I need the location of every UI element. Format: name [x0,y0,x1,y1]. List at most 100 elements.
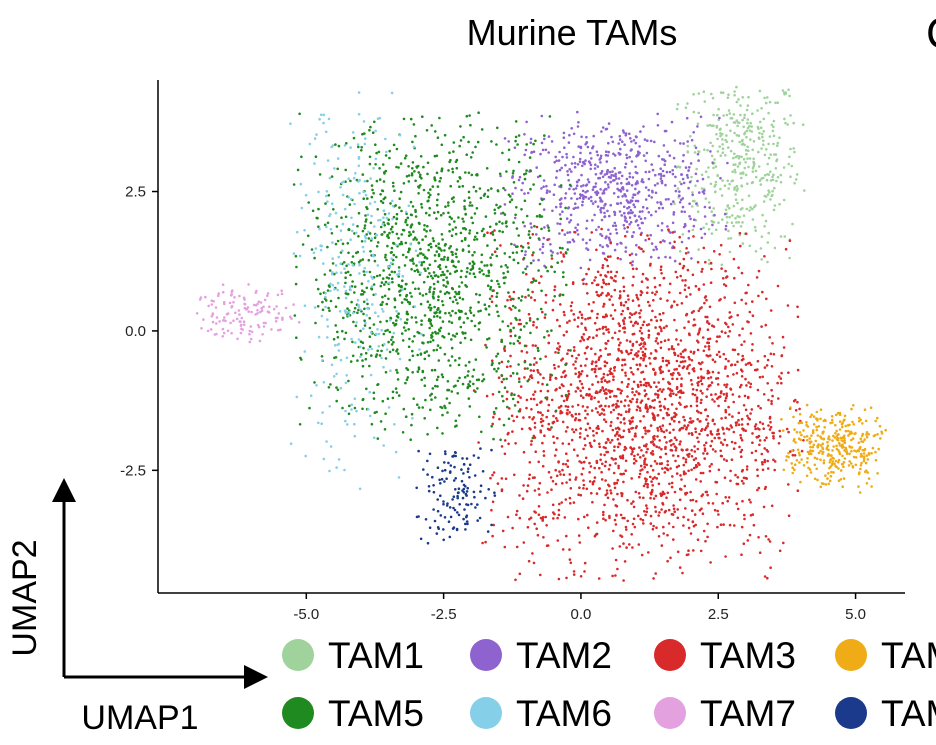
data-point-tam5 [447,201,450,204]
data-point-tam1 [707,201,711,204]
data-point-tam3 [608,380,611,383]
data-point-tam3 [586,405,589,409]
data-point-tam5 [475,173,479,176]
data-point-tam1 [686,144,690,148]
data-point-tam3 [740,479,744,483]
data-point-tam3 [756,488,759,492]
data-point-tam4 [805,474,809,478]
data-point-tam3 [643,459,646,462]
data-point-tam3 [580,472,584,476]
data-point-tam5 [390,343,394,346]
data-point-tam2 [636,191,640,195]
data-point-tam1 [696,122,700,126]
data-point-tam5 [431,339,435,342]
data-point-tam3 [724,496,727,499]
data-point-tam3 [603,464,607,468]
data-point-tam6 [321,411,324,414]
data-point-tam3 [784,247,788,251]
data-point-tam5 [344,292,348,295]
data-point-tam1 [711,96,715,100]
data-point-tam5 [343,337,346,341]
data-point-tam3 [724,276,728,279]
data-point-tam5 [385,319,389,323]
data-point-tam2 [542,185,545,188]
data-point-tam1 [726,179,729,183]
data-point-tam3 [591,500,594,504]
data-point-tam2 [555,169,559,173]
data-point-tam3 [651,399,654,403]
data-point-tam2 [586,189,589,193]
data-point-tam3 [742,404,746,407]
data-point-tam3 [642,484,646,488]
data-point-tam3 [582,282,585,286]
data-point-tam5 [464,312,468,316]
data-point-tam5 [478,293,482,297]
data-point-tam3 [671,231,675,234]
data-point-tam3 [642,426,646,430]
data-point-tam2 [696,152,700,156]
data-point-tam5 [370,195,374,199]
data-point-tam5 [326,289,330,292]
data-point-tam4 [827,482,830,486]
data-point-tam1 [746,126,750,130]
data-point-tam5 [397,312,400,316]
data-point-tam5 [432,239,436,243]
data-point-tam4 [836,461,840,464]
data-point-tam3 [608,369,611,373]
data-point-tam3 [552,441,556,445]
data-point-tam5 [459,125,462,128]
data-point-tam5 [421,238,424,241]
data-point-tam3 [689,499,692,502]
data-point-tam5 [417,406,421,409]
data-point-tam5 [314,321,317,325]
data-point-tam5 [476,387,479,390]
data-point-tam5 [523,344,527,348]
data-point-tam6 [335,466,338,469]
data-point-tam5 [401,253,405,257]
data-point-tam3 [574,478,577,481]
data-point-tam3 [659,455,662,459]
data-point-tam3 [662,416,665,420]
data-point-tam5 [431,387,435,390]
data-point-tam3 [688,452,691,456]
data-point-tam6 [313,137,317,140]
data-point-tam2 [661,206,665,210]
data-point-tam3 [590,491,593,495]
data-point-tam3 [726,374,729,378]
data-point-tam6 [359,355,362,359]
data-point-tam3 [585,487,589,491]
data-point-tam2 [553,161,556,164]
data-point-tam5 [461,382,465,386]
data-point-tam5 [505,377,508,381]
data-point-tam2 [570,127,573,130]
data-point-tam5 [376,241,380,244]
data-point-tam4 [819,449,822,453]
data-point-tam3 [569,502,572,505]
data-point-tam3 [609,241,612,245]
data-point-tam2 [703,232,707,236]
data-point-tam1 [741,118,744,122]
data-point-tam3 [667,387,670,390]
data-point-tam5 [316,287,320,291]
data-point-tam2 [647,188,650,192]
data-point-tam5 [318,173,322,176]
data-point-tam1 [753,225,757,229]
data-point-tam5 [497,206,500,210]
data-point-tam1 [714,165,718,168]
data-point-tam4 [864,419,868,423]
data-point-tam1 [691,191,694,194]
data-point-tam5 [385,276,389,279]
data-point-tam3 [620,389,623,393]
data-point-tam3 [665,363,669,367]
data-point-tam1 [754,204,757,207]
data-point-tam3 [655,462,659,465]
data-point-tam1 [735,221,738,224]
data-point-tam3 [623,445,627,449]
data-point-tam2 [599,154,603,158]
data-point-tam4 [827,472,830,475]
data-point-tam3 [578,418,582,422]
data-point-tam3 [616,492,619,496]
data-point-tam5 [407,234,411,237]
data-point-tam3 [776,284,780,288]
data-point-tam1 [707,175,710,179]
